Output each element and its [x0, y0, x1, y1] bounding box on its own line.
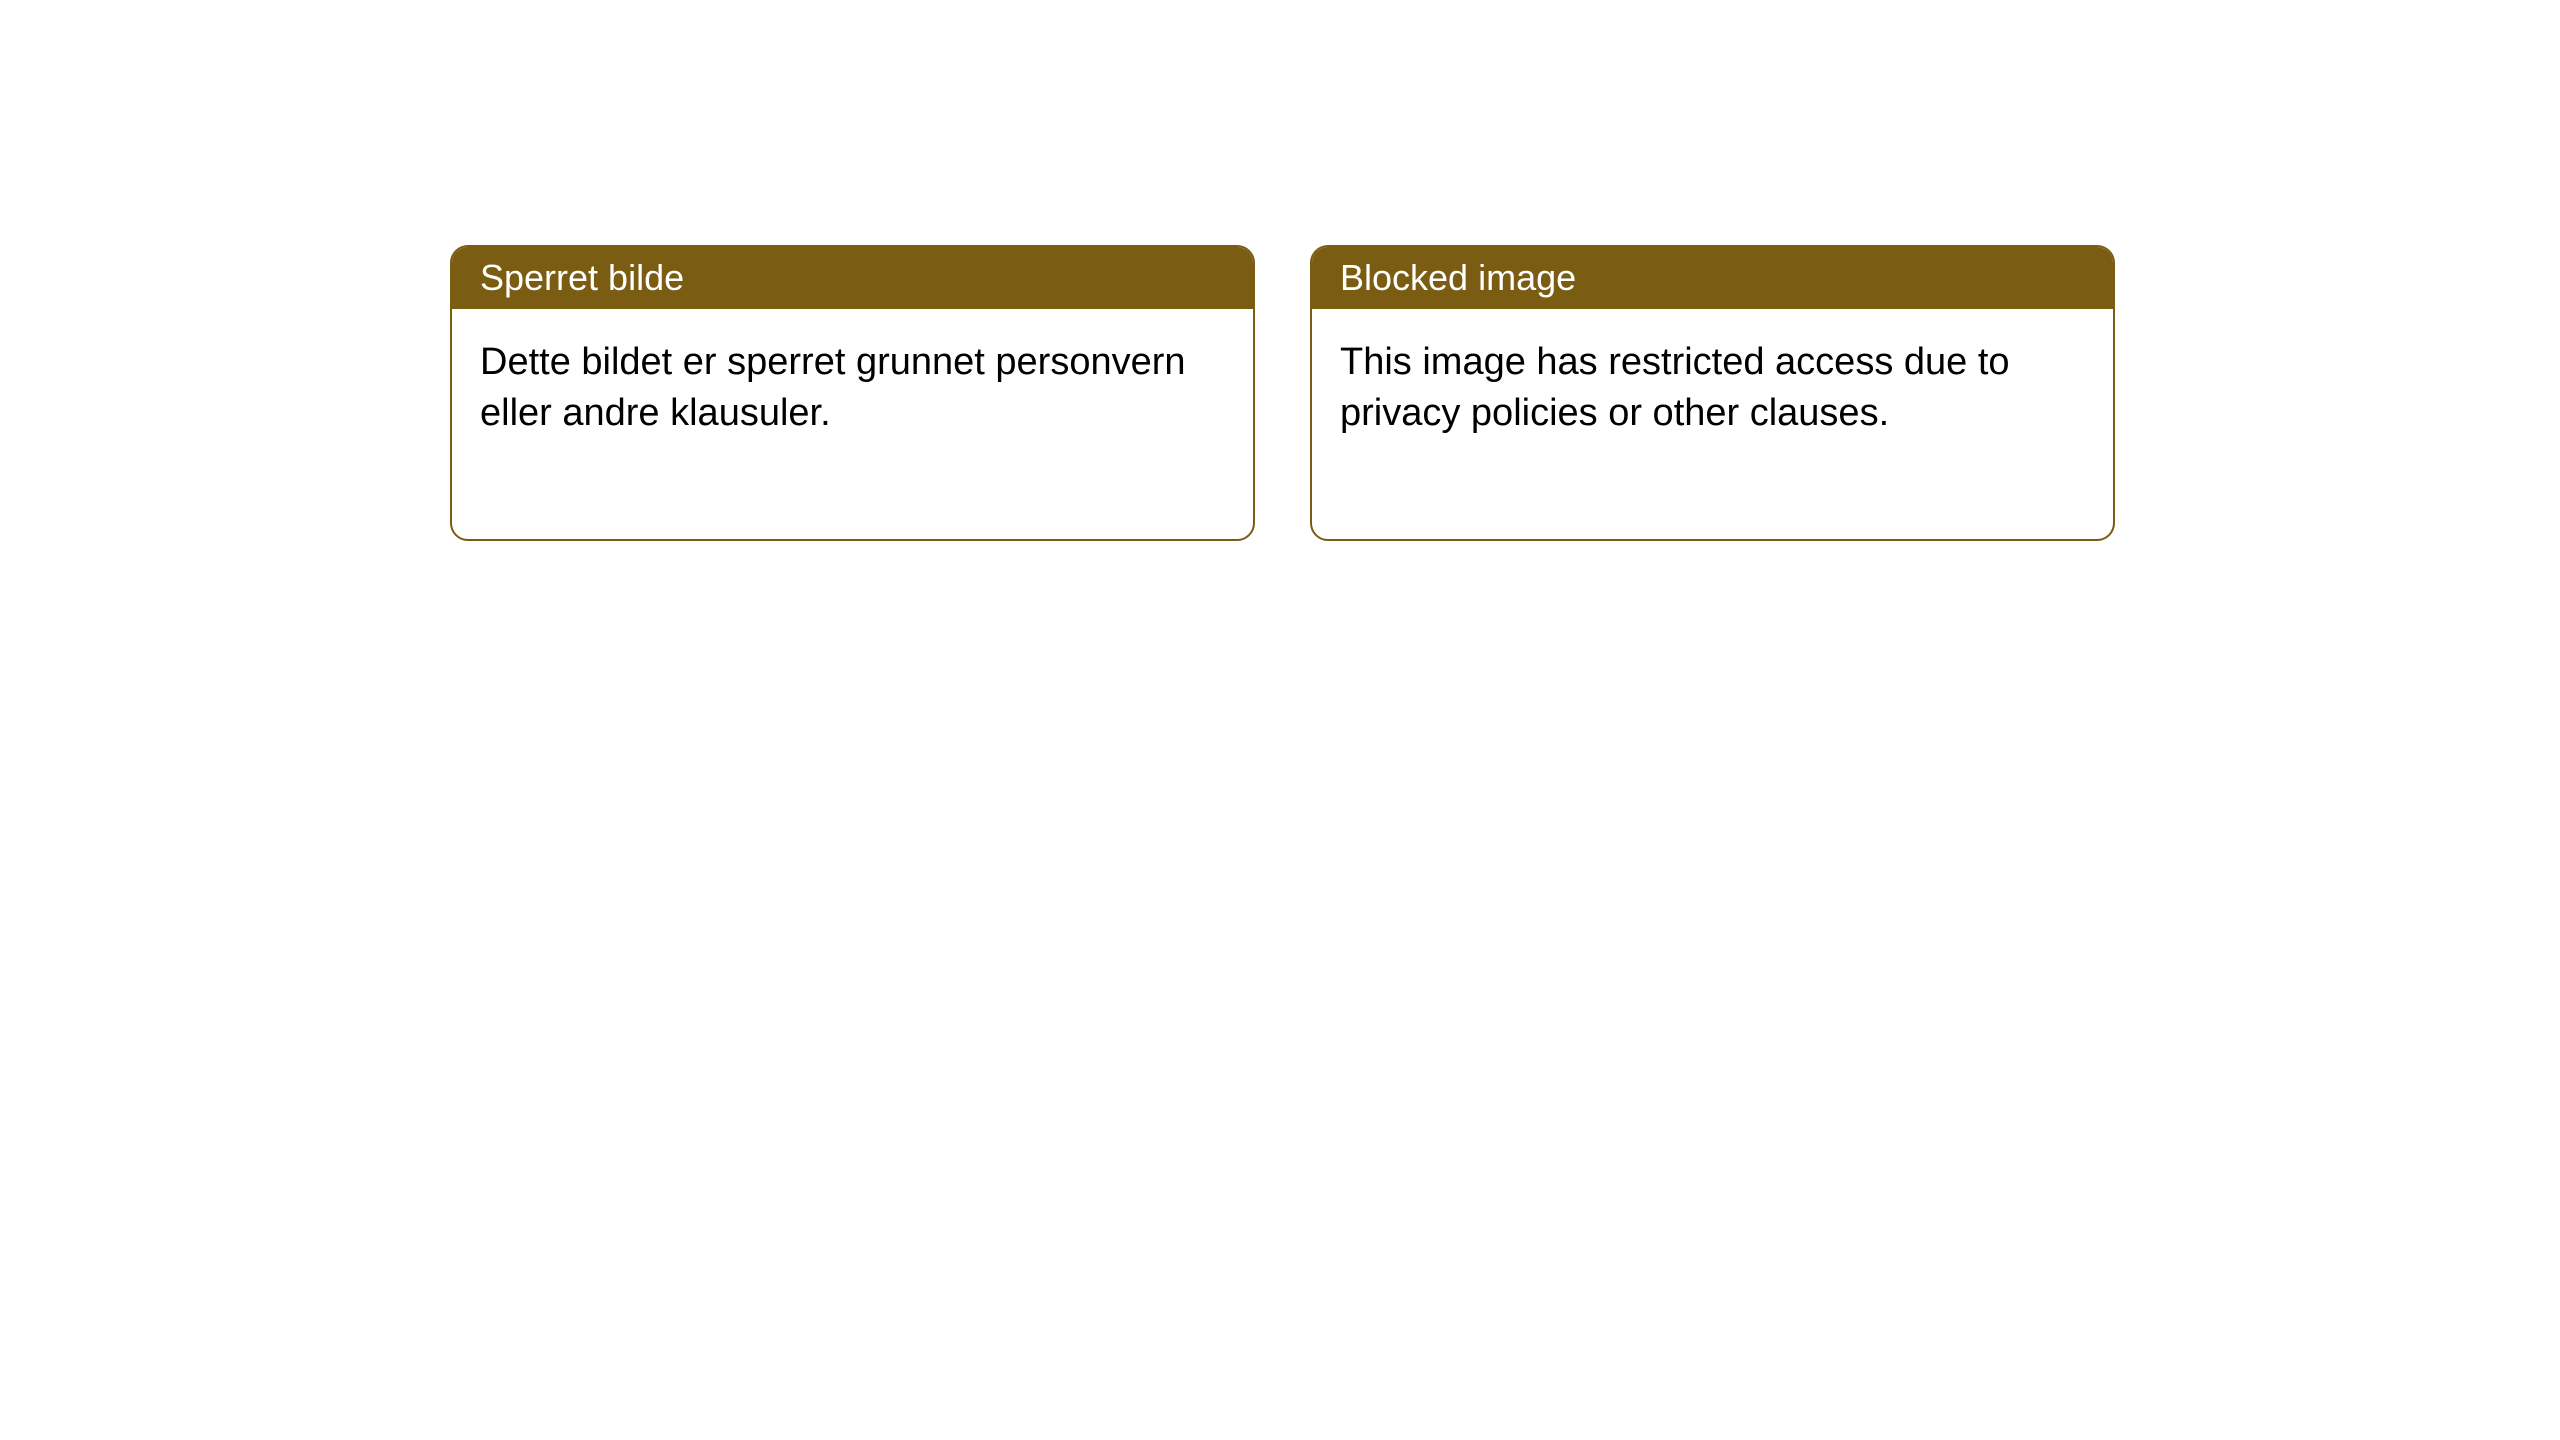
notice-box-right: Blocked image This image has restricted … — [1310, 245, 2115, 541]
notice-body-right: This image has restricted access due to … — [1312, 309, 2113, 539]
notice-body-text-right: This image has restricted access due to … — [1340, 341, 2010, 434]
notice-title-right: Blocked image — [1340, 257, 1576, 298]
notice-header-left: Sperret bilde — [452, 247, 1253, 309]
notice-body-text-left: Dette bildet er sperret grunnet personve… — [480, 341, 1186, 434]
notice-box-left: Sperret bilde Dette bildet er sperret gr… — [450, 245, 1255, 541]
notice-body-left: Dette bildet er sperret grunnet personve… — [452, 309, 1253, 539]
notice-title-left: Sperret bilde — [480, 257, 684, 298]
notice-container: Sperret bilde Dette bildet er sperret gr… — [450, 245, 2115, 541]
notice-header-right: Blocked image — [1312, 247, 2113, 309]
